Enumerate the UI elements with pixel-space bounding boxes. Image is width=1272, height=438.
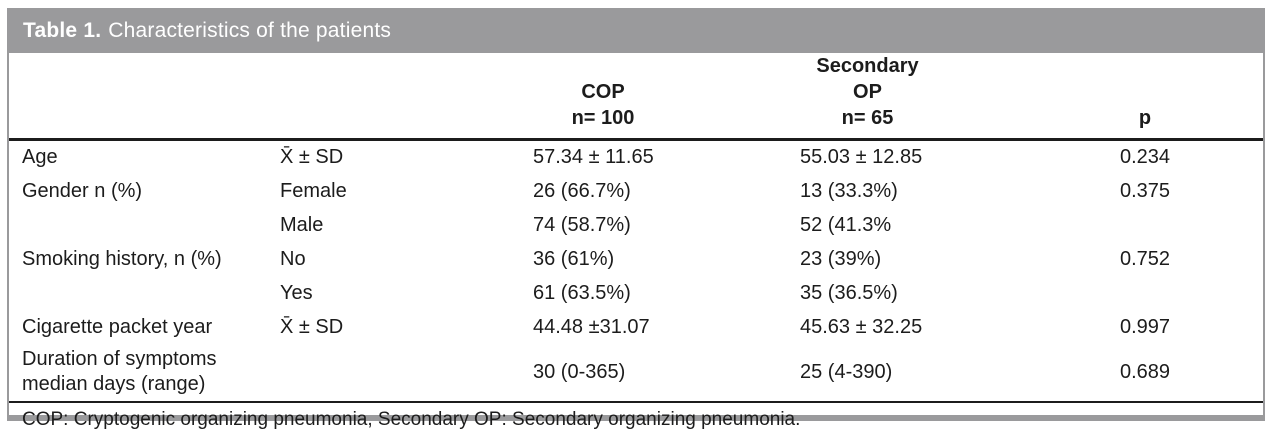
table-title: Characteristics of the patients — [108, 18, 392, 42]
header-p-label: p — [1138, 107, 1152, 129]
header-secondary-op: Secondary OP n= 65 — [800, 53, 1120, 141]
cell-measure: No — [280, 247, 306, 270]
cell-secondary-op: 25 (4-390) — [800, 361, 893, 383]
cell-p — [1120, 208, 1263, 242]
cell-secondary-op: 13 (33.3%) — [800, 179, 898, 202]
cell-p — [1120, 276, 1263, 310]
cell-secondary-op: 52 (41.3% — [800, 213, 892, 236]
cell-label: Cigarette packet year — [22, 315, 213, 338]
table-panel: Table 1. Characteristics of the patients… — [7, 8, 1265, 438]
table-row-age: Age X̄ ± SD 57.34 ± 11.65 55.03 ± 12.85 … — [9, 140, 1263, 174]
header-cop: COP n= 100 — [533, 53, 800, 141]
header-cop-n: n= 100 — [571, 107, 635, 129]
table-header: COP n= 100 Secondary OP n= 65 p — [9, 53, 1263, 141]
header-secondary-op-n: n= 65 — [841, 107, 894, 129]
table-row-smoking-yes: Yes 61 (63.5%) 35 (36.5%) — [9, 276, 1263, 310]
cell-secondary-op: 55.03 ± 12.85 — [800, 146, 923, 169]
header-cop-name: COP — [581, 81, 625, 103]
cell-measure: Female — [280, 179, 347, 202]
cell-cop: 57.34 ± 11.65 — [533, 146, 654, 169]
cell-secondary-op: 45.63 ± 32.25 — [800, 315, 923, 338]
characteristics-table: COP n= 100 Secondary OP n= 65 p Age X̄ ±… — [9, 53, 1263, 438]
header-row: COP n= 100 Secondary OP n= 65 p — [9, 53, 1263, 141]
footnote-row: COP: Cryptogenic organizing pneumonia, S… — [9, 400, 1263, 438]
header-characteristic — [9, 53, 280, 141]
cell-label: Gender n (%) — [22, 179, 143, 202]
cell-label: Duration of symptoms median days (range) — [22, 348, 217, 395]
cell-p: 0.689 — [1120, 361, 1171, 383]
cell-p: 0.997 — [1120, 315, 1171, 338]
cell-measure — [280, 344, 533, 402]
cell-cop: 61 (63.5%) — [533, 281, 631, 304]
cell-measure: Yes — [280, 281, 313, 304]
table-footer: COP: Cryptogenic organizing pneumonia, S… — [9, 400, 1263, 438]
cell-secondary-op: 23 (39%) — [800, 247, 882, 270]
cell-p: 0.375 — [1120, 179, 1171, 202]
table-body: Age X̄ ± SD 57.34 ± 11.65 55.03 ± 12.85 … — [9, 140, 1263, 402]
header-measure — [280, 53, 533, 141]
cell-p: 0.752 — [1120, 247, 1171, 270]
cell-label: Smoking history, n (%) — [22, 247, 222, 270]
cell-p: 0.234 — [1120, 146, 1171, 169]
table-number: Table 1. — [23, 18, 102, 42]
cell-cop: 30 (0-365) — [533, 361, 626, 383]
table-title-bar: Table 1. Characteristics of the patients — [9, 8, 1263, 53]
cell-cop: 74 (58.7%) — [533, 213, 631, 236]
cell-measure: X̄ ± SD — [280, 146, 344, 169]
table-row-gender-female: Gender n (%) Female 26 (66.7%) 13 (33.3%… — [9, 174, 1263, 208]
cell-measure: X̄ ± SD — [280, 315, 344, 338]
page: Table 1. Characteristics of the patients… — [7, 8, 1265, 438]
table-row-smoking-no: Smoking history, n (%) No 36 (61%) 23 (3… — [9, 242, 1263, 276]
table-row-gender-male: Male 74 (58.7%) 52 (41.3% — [9, 208, 1263, 242]
cell-secondary-op: 35 (36.5%) — [800, 281, 898, 304]
cell-cop: 26 (66.7%) — [533, 179, 631, 202]
cell-measure: Male — [280, 213, 324, 236]
cell-label — [9, 208, 280, 242]
header-p: p — [1120, 53, 1263, 141]
header-secondary-op-name: Secondary OP — [816, 55, 919, 103]
cell-label — [9, 276, 280, 310]
table-footnote: COP: Cryptogenic organizing pneumonia, S… — [9, 400, 1263, 438]
table-row-duration-of-symptoms: Duration of symptoms median days (range)… — [9, 344, 1263, 402]
table-row-cigarette-packet-year: Cigarette packet year X̄ ± SD 44.48 ±31.… — [9, 310, 1263, 344]
cell-cop: 44.48 ±31.07 — [533, 315, 650, 338]
cell-label: Age — [22, 146, 58, 169]
cell-cop: 36 (61%) — [533, 247, 615, 270]
